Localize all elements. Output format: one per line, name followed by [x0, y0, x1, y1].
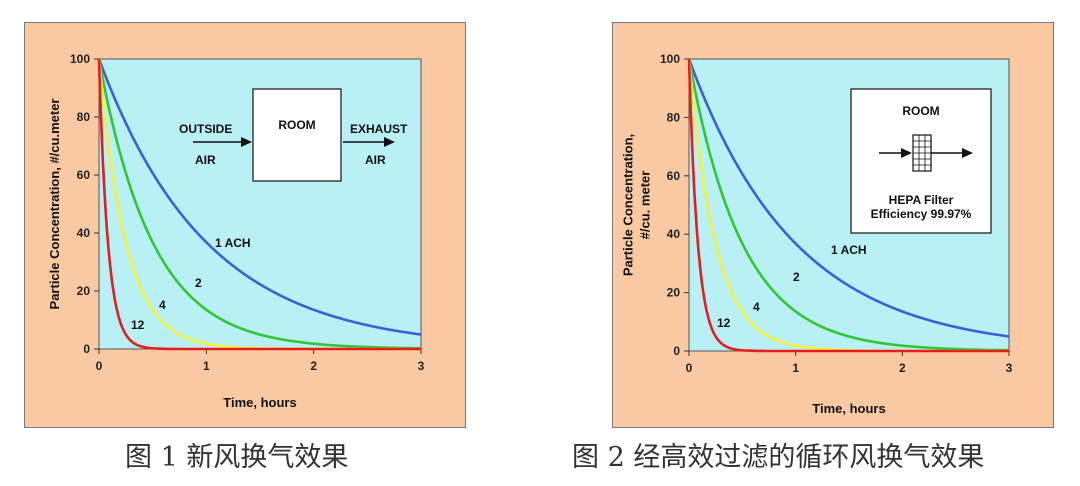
figure-1-caption: 图 1 新风换气效果 [125, 442, 349, 473]
x-tick-label: 0 [96, 359, 103, 373]
y-tick-label: 40 [77, 226, 91, 240]
x-tick-label: 2 [310, 359, 317, 373]
series-line-12-ach [97, 58, 421, 351]
y-tick-label: 20 [77, 284, 91, 298]
inlet-label-bottom: AIR [195, 153, 216, 167]
y-axis-title: #/cu. meter [638, 171, 653, 240]
room-box [252, 88, 342, 182]
outlet-label-bottom: AIR [365, 153, 386, 167]
y-tick-label: 40 [667, 227, 681, 241]
x-tick-label: 3 [418, 359, 425, 373]
series-label-4-ach: 4 [159, 298, 166, 312]
series-label-2-ach: 2 [793, 270, 800, 284]
hepa-filter-label: HEPA Filter [889, 193, 954, 207]
y-tick-label: 20 [667, 286, 681, 300]
filter-out-arrow-head [962, 148, 973, 158]
inset-diagram: ROOM OUTSIDE AIR EXHAUST AIR [179, 88, 408, 182]
x-axis-title: Time, hours [223, 395, 296, 410]
filter-in-arrow-head [901, 148, 912, 158]
x-tick-label: 1 [792, 361, 799, 375]
y-tick-label: 100 [660, 52, 680, 66]
series-line-1-ach [687, 58, 1010, 338]
figure-2-caption: 图 2 经高效过滤的循环风换气效果 [572, 442, 985, 473]
series-label-1-ach: 1 ACH [215, 236, 251, 250]
series-line-2-ach [97, 58, 421, 350]
series-label-2-ach: 2 [195, 276, 202, 290]
y-axis-title: Particle Concentration, [621, 134, 636, 276]
y-axis-title-group: Particle Concentration, #/cu.meter [47, 99, 62, 310]
series-label-4-ach: 4 [753, 300, 760, 314]
series-line-2-ach [687, 58, 1009, 352]
figure-1-panel: 0 1 2 3 0 20 40 60 80 100 Time, hours Particle Conc… [24, 22, 466, 428]
y-tick-label: 60 [667, 169, 681, 183]
series-label-12-ach: 12 [131, 318, 145, 332]
y-tick-label: 80 [77, 110, 91, 124]
y-axis-title: Particle Concentration, #/cu.meter [47, 99, 62, 310]
x-tick-label: 3 [1006, 361, 1013, 375]
y-tick-label: 0 [673, 344, 680, 358]
series-label-12-ach: 12 [717, 316, 731, 330]
series-line-1-ach [97, 58, 422, 336]
x-axis-title: Time, hours [812, 401, 885, 416]
y-tick-label: 100 [70, 52, 90, 66]
figure-2-panel: 0 1 2 3 0 20 40 60 80 100 Time, hours Particle Conc… [612, 22, 1054, 428]
outlet-arrow-head [384, 137, 395, 147]
inlet-label-top: OUTSIDE [179, 122, 232, 136]
y-tick-label: 80 [667, 110, 681, 124]
series-label-1-ach: 1 ACH [831, 243, 867, 257]
inlet-arrow-head [241, 137, 252, 147]
y-axis-title-group: Particle Concentration, #/cu. meter [621, 134, 653, 276]
x-tick-label: 2 [899, 361, 906, 375]
outlet-label-top: EXHAUST [350, 122, 408, 136]
page-top-band [0, 0, 1080, 22]
hepa-efficiency-label: Efficiency 99.97% [871, 207, 972, 221]
diagram-room-label: ROOM [902, 104, 939, 118]
room-box-label: ROOM [278, 118, 315, 132]
y-tick-label: 60 [77, 168, 91, 182]
y-tick-label: 0 [83, 342, 90, 356]
x-tick-label: 0 [686, 361, 693, 375]
x-tick-label: 1 [203, 359, 210, 373]
series-line-12-ach [687, 58, 1009, 353]
